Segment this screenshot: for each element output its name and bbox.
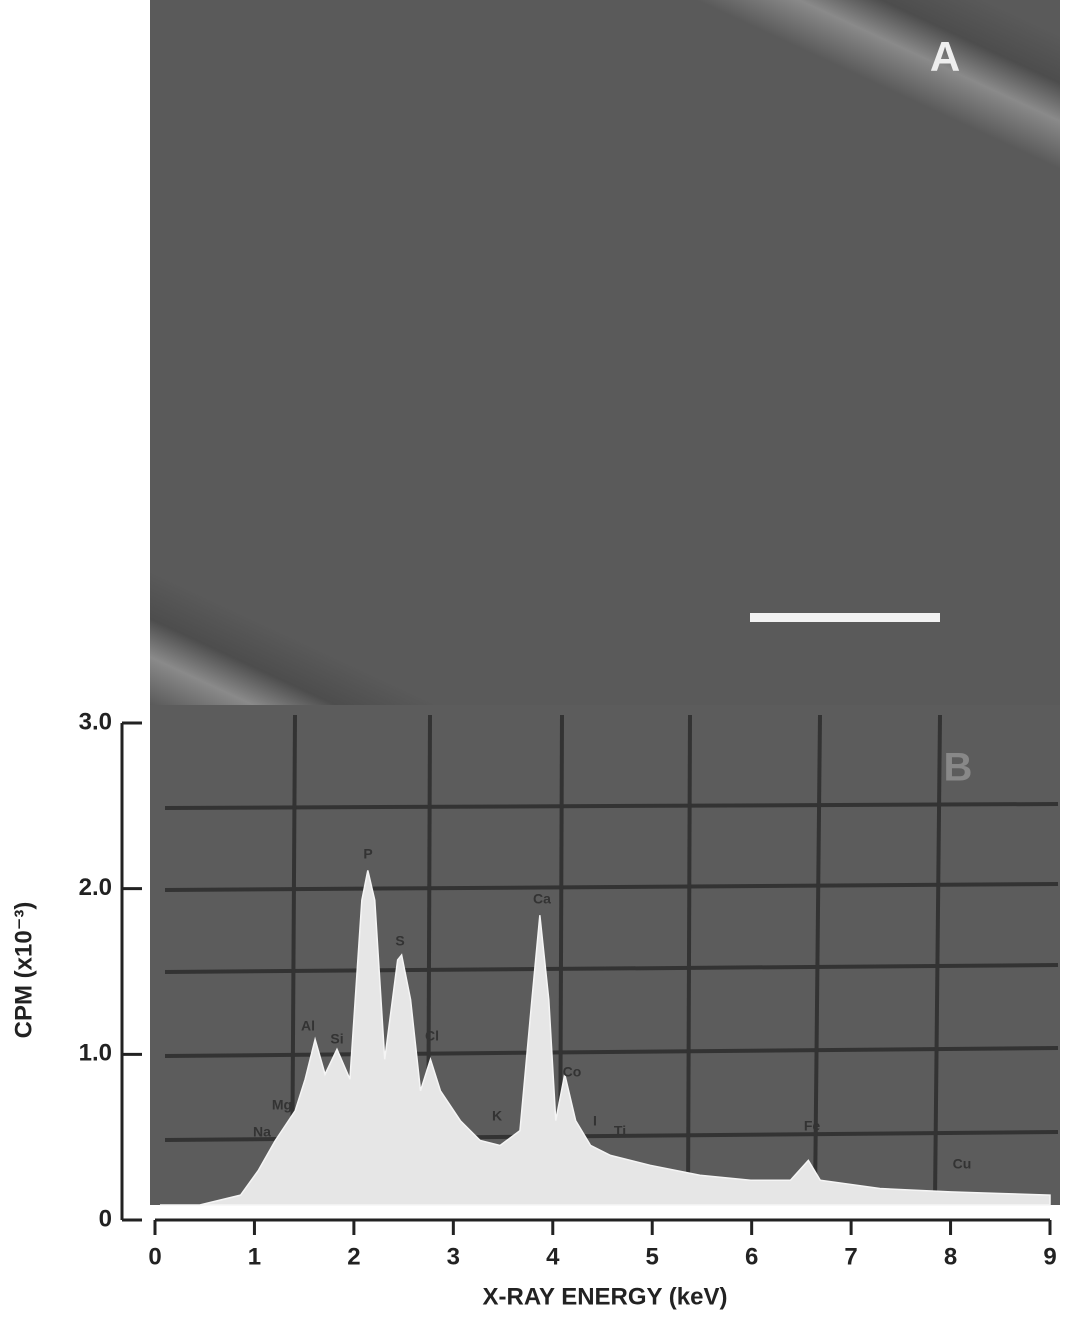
x-tick-label: 5 [646,1243,659,1270]
element-label: Cu [953,1156,972,1172]
x-tick-label: 2 [347,1243,360,1270]
x-tick-label: 0 [148,1243,161,1270]
element-label: Mg [272,1097,292,1113]
element-label: Al [301,1018,315,1034]
element-label: S [395,933,404,949]
element-label: Cl [425,1028,439,1044]
spectrum [159,870,1051,1206]
y-tick-label: 1.0 [79,1040,112,1067]
element-label: K [492,1108,502,1124]
panel-label: B [944,746,973,790]
y-tick-label: 0 [99,1205,112,1232]
element-label: Fe [804,1118,821,1134]
x-tick-label: 9 [1043,1243,1056,1270]
micrograph [150,0,1060,705]
element-label: Si [330,1031,343,1047]
y-axis-label: CPM (x10⁻³) [10,902,37,1039]
scale-bar [750,613,940,622]
element-label: Ti [614,1123,626,1139]
y-tick-label: 3.0 [79,708,112,735]
x-tick-label: 1 [248,1243,261,1270]
element-label: P [363,846,372,862]
element-label: Co [563,1064,582,1080]
x-tick-label: 8 [944,1243,957,1270]
screen-grid [164,714,1059,1201]
y-tick-label: 2.0 [79,874,112,901]
x-axis-label: X-RAY ENERGY (keV) [483,1283,728,1310]
x-tick-label: 4 [546,1243,560,1270]
element-label: Ca [533,891,551,907]
x-tick-label: 3 [447,1243,460,1270]
element-label: I [593,1113,597,1129]
panel-label: A [930,33,960,80]
x-tick-label: 7 [844,1243,857,1270]
element-label: Na [253,1124,271,1140]
x-tick-label: 6 [745,1243,758,1270]
